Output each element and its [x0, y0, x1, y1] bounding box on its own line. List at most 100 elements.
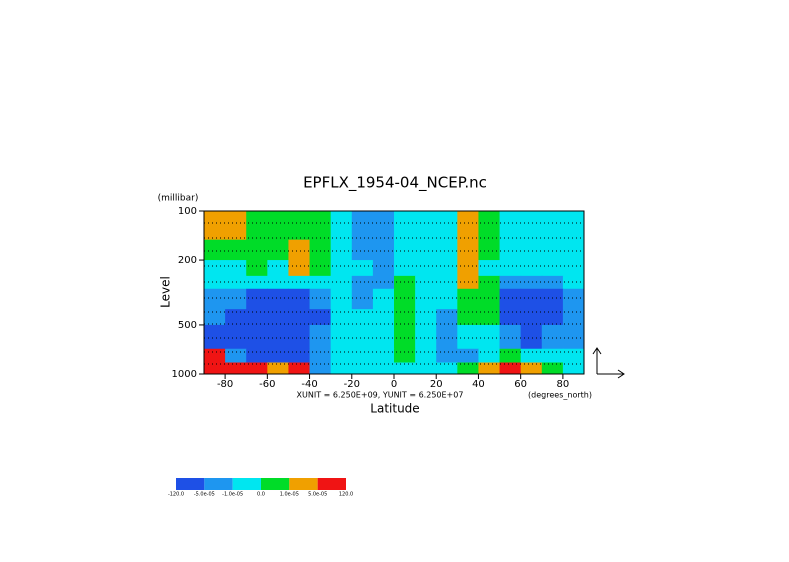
field-cell [246, 324, 268, 350]
x-tick-label: 60 [514, 379, 527, 390]
field-cell [351, 288, 374, 310]
field-cell [372, 348, 395, 363]
field-cell [478, 362, 501, 375]
field-cell [309, 260, 332, 277]
field-cell [225, 324, 247, 350]
chart-title: EPFLX_1954-04_NCEP.nc [303, 174, 487, 193]
field-cell [372, 239, 395, 261]
x-tick-label: -40 [301, 379, 317, 390]
x-tick-label: 80 [557, 379, 570, 390]
field-cell [541, 324, 564, 350]
field-cell [309, 362, 332, 375]
field-cell [541, 211, 564, 241]
y-tick-label: 1000 [172, 369, 197, 380]
colorbar-swatch [289, 478, 318, 490]
field-cell [415, 348, 437, 363]
field-cell [267, 288, 289, 310]
field-cell [415, 309, 437, 326]
colorbar-swatch [261, 478, 290, 490]
colorbar-label: 5.0e-05 [308, 492, 327, 498]
field-cell [246, 275, 268, 290]
field-cell [204, 260, 226, 277]
field-cell [457, 239, 479, 261]
field-cell [457, 362, 479, 375]
field-cell [478, 260, 501, 277]
field-cell [288, 362, 311, 375]
field-cell [562, 211, 585, 241]
x-unit: (degrees_north) [528, 391, 592, 400]
colorbar-swatch [204, 478, 233, 490]
field-cell [562, 288, 585, 310]
field-cell [562, 324, 585, 350]
field-cell [499, 324, 522, 350]
field-cell [204, 275, 226, 290]
field-cell [246, 348, 268, 363]
field-cell [225, 275, 247, 290]
field-cell [225, 211, 247, 241]
field-cell [499, 275, 522, 290]
field-cell [562, 348, 585, 363]
field-cell [246, 239, 268, 261]
field-cell [499, 288, 522, 310]
field-cell [436, 275, 458, 290]
field-cell [330, 324, 353, 350]
field-cell [457, 260, 479, 277]
x-tick-label: 20 [430, 379, 443, 390]
field-cell [541, 362, 564, 375]
field-cell [330, 211, 353, 241]
field-cell [457, 309, 479, 326]
field-cell [225, 362, 247, 375]
field-cell [309, 348, 332, 363]
field-cell [204, 309, 226, 326]
field-cell [562, 362, 585, 375]
field-cell [457, 288, 479, 310]
field-cell [457, 211, 479, 241]
field-cell [436, 260, 458, 277]
field-cell [478, 275, 501, 290]
field-cell [457, 348, 479, 363]
field-cell [330, 348, 353, 363]
field-cell [541, 288, 564, 310]
field-cell [267, 362, 289, 375]
colorbar-label: 1.0e-05 [280, 492, 299, 498]
field-cell [394, 288, 416, 310]
colorbar-swatch [232, 478, 261, 490]
field-cell [541, 260, 564, 277]
field-cell [204, 239, 226, 261]
field-cell [394, 239, 416, 261]
field-cell [562, 260, 585, 277]
field-cell [499, 260, 522, 277]
field-cell [330, 288, 353, 310]
field-cell [520, 348, 543, 363]
y-tick-label: 200 [178, 255, 197, 266]
colorbar-label: -1.0e-05 [222, 492, 243, 498]
x-tick-label: 40 [472, 379, 485, 390]
field-cell [436, 239, 458, 261]
colorbar-swatch [317, 478, 346, 490]
field-cell [246, 211, 268, 241]
field-cell [415, 275, 437, 290]
field-cell [457, 275, 479, 290]
field-cell [204, 362, 226, 375]
field-cell [562, 239, 585, 261]
y-tick-label: 500 [178, 320, 197, 331]
field-cell [394, 275, 416, 290]
field-cell [288, 260, 311, 277]
reference-arrow [592, 347, 625, 379]
field-cell [499, 348, 522, 363]
field-cell [309, 288, 332, 310]
field-cell [499, 309, 522, 326]
field-cell [225, 348, 247, 363]
field-cell [225, 309, 247, 326]
field-cell [562, 275, 585, 290]
field-cell [415, 211, 437, 241]
field-cell [394, 348, 416, 363]
field-cell [204, 348, 226, 363]
field-cell [394, 362, 416, 375]
field-cell [499, 211, 522, 241]
field-cell [520, 275, 543, 290]
colorbar-label: -5.0e-05 [194, 492, 215, 498]
field-cell [415, 288, 437, 310]
field-cell [288, 348, 311, 363]
